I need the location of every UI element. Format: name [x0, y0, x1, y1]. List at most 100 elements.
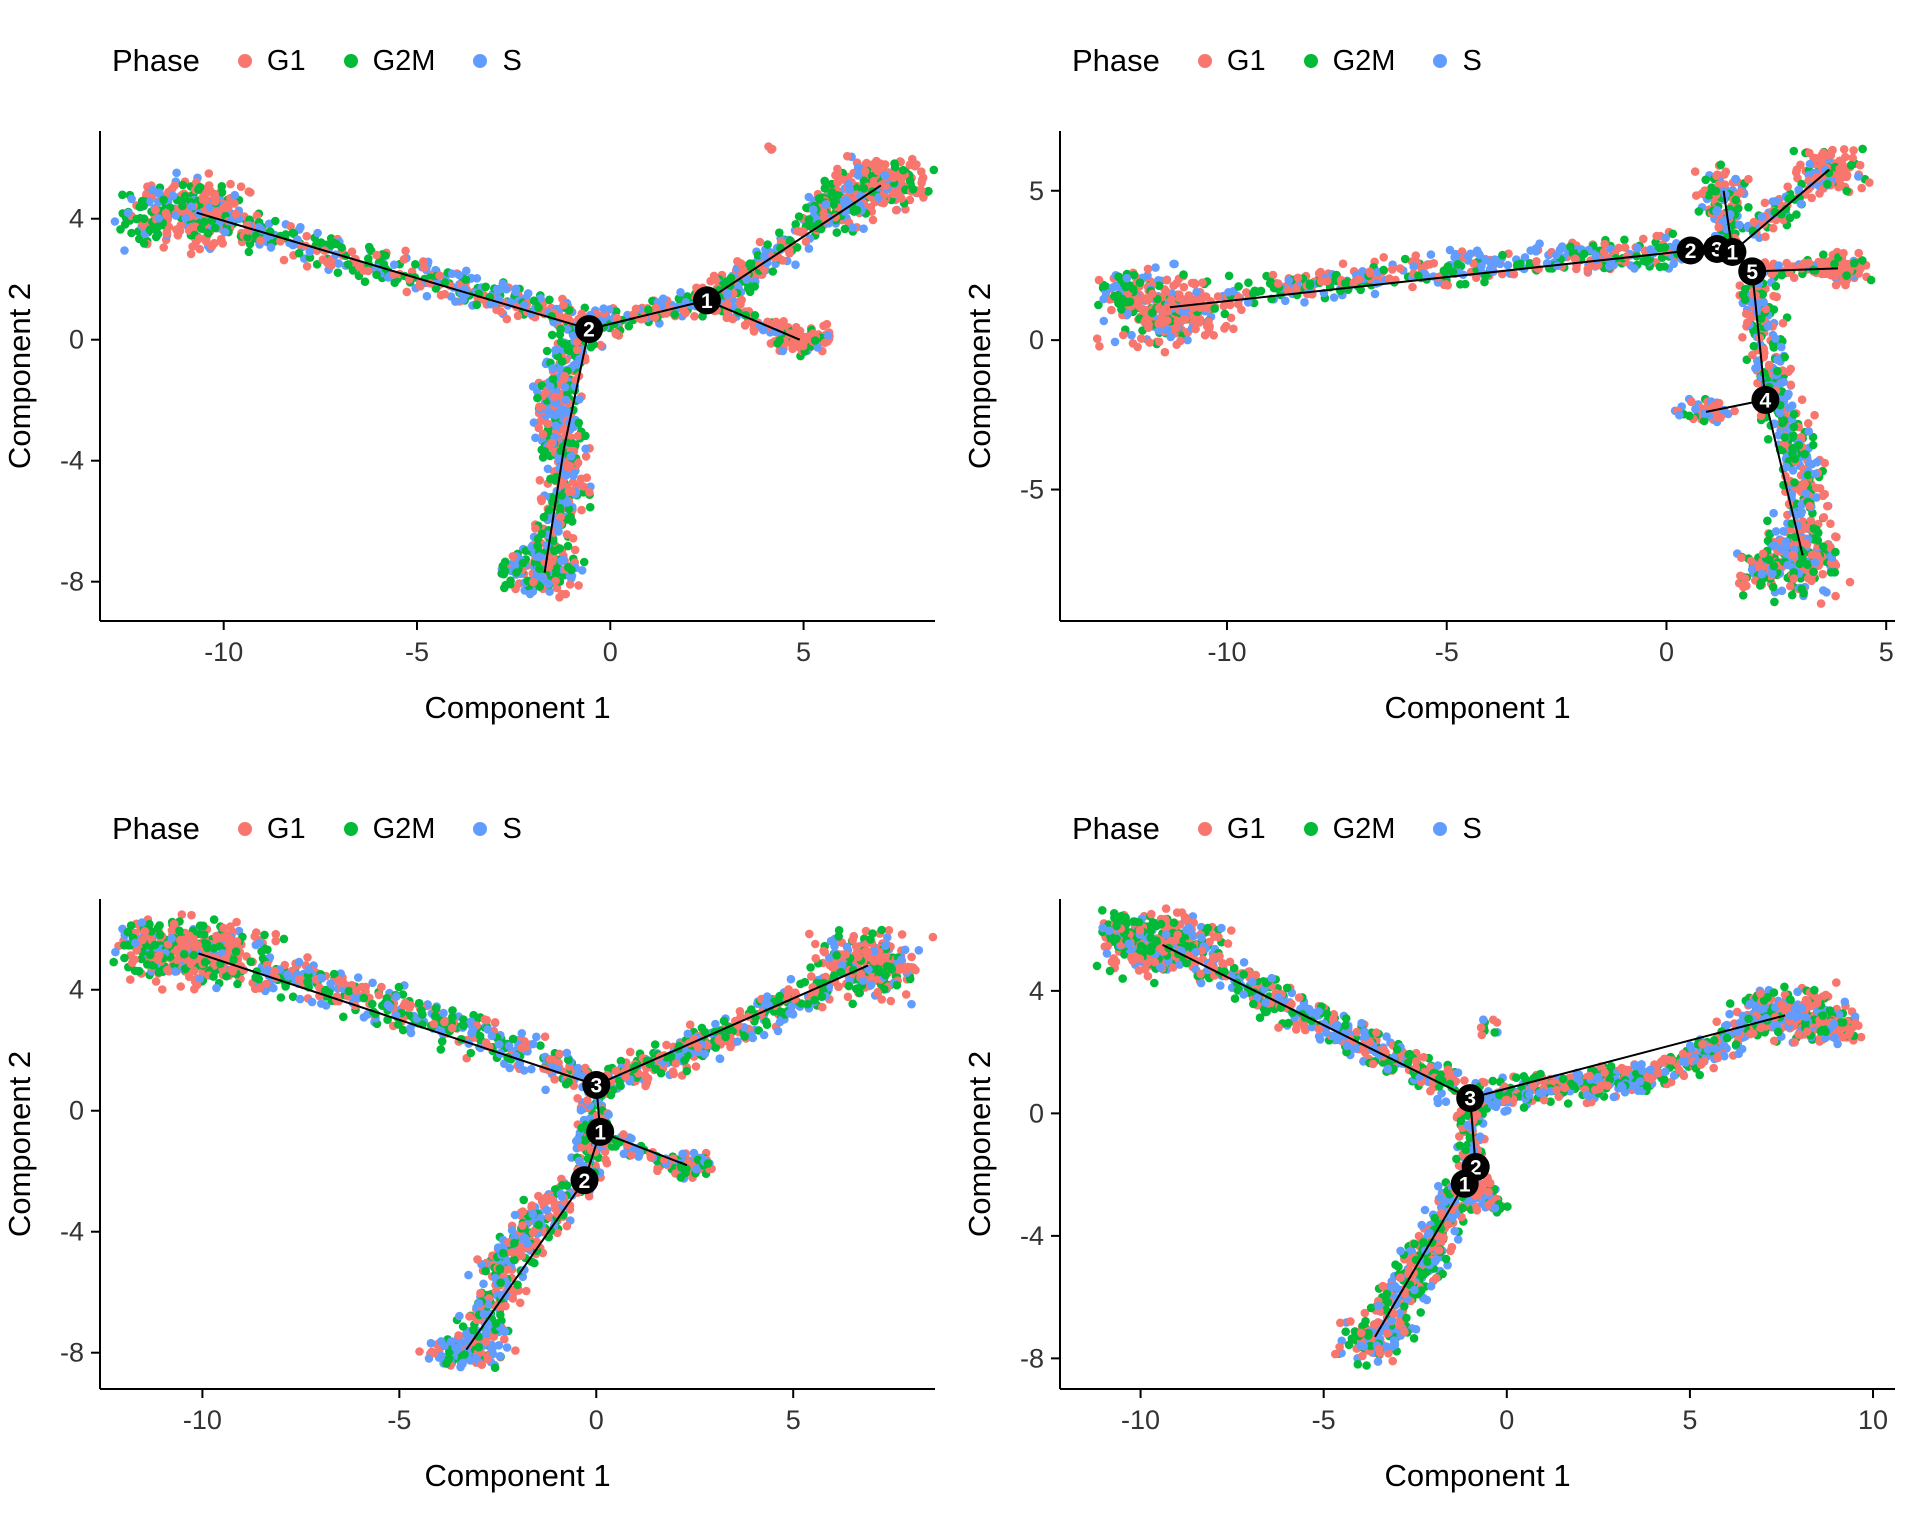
- legend-label: G1: [1226, 812, 1266, 845]
- legend-item-s: S: [1433, 813, 1482, 846]
- branch-node-1: [586, 1117, 615, 1146]
- branch-node-4: [1751, 385, 1780, 414]
- axes: -10 -5 0 5 4 0 -4 -8: [60, 899, 935, 1435]
- y-tick-label: 0: [69, 325, 84, 355]
- branch-node-label: 2: [579, 1170, 591, 1193]
- legend: Phase G1 G2M S: [1072, 36, 1920, 86]
- branch-node-1: [1718, 238, 1747, 266]
- legend-label: G2M: [372, 44, 436, 77]
- legend-swatch-icon: [343, 822, 358, 836]
- branch-node-1: [1450, 1169, 1479, 1198]
- legend-swatch-icon: [237, 54, 252, 68]
- x-tick-label: -5: [405, 637, 429, 667]
- branch-nodes: 3 21: [1450, 1084, 1490, 1198]
- x-tick-label: -10: [1207, 637, 1246, 667]
- x-tick-label: 0: [1659, 637, 1674, 667]
- legend-label: G1: [266, 44, 306, 77]
- x-axis-title: Component 1: [424, 1458, 610, 1493]
- y-tick-label: 0: [69, 1096, 84, 1126]
- legend-item-s: S: [473, 45, 522, 78]
- y-tick-label: -8: [60, 1338, 84, 1368]
- y-tick-label: 4: [1029, 976, 1044, 1006]
- branch-node-2: [1676, 236, 1705, 265]
- branch-node-label: 1: [1459, 1173, 1471, 1196]
- branch-node-1: [692, 286, 721, 315]
- x-tick-label: 5: [796, 637, 811, 667]
- points-layer: [1092, 904, 1866, 1370]
- branch-node-label: 2: [1470, 1157, 1482, 1180]
- legend: Phase G1 G2M S: [112, 804, 960, 854]
- legend-title: Phase: [112, 43, 200, 78]
- points-layer: [110, 142, 939, 602]
- branch-node-2: [575, 315, 603, 344]
- x-tick-label: 5: [786, 1405, 801, 1435]
- y-tick-label: -8: [60, 567, 84, 597]
- legend-item-g1: G1: [1197, 44, 1266, 78]
- trajectory-plot-bottom-right: Phase G1 G2M S 3 2 1 -10 -5 0 5 10 4 0 -4 -8 Component …: [960, 768, 1920, 1536]
- branch-node-label: 3: [590, 1075, 602, 1098]
- legend-title: Phase: [1072, 43, 1160, 78]
- x-tick-label: -5: [387, 1405, 411, 1435]
- branch-node-label: 1: [594, 1121, 606, 1144]
- branch-nodes: 2 3 15 4: [1676, 235, 1780, 414]
- legend-swatch-icon: [343, 54, 358, 68]
- legend-swatch-icon: [1197, 822, 1212, 836]
- legend-item-g1: G1: [237, 44, 306, 78]
- branch-node-3: [1456, 1084, 1485, 1113]
- x-axis-title: Component 1: [1384, 1458, 1570, 1493]
- legend-swatch-icon: [1303, 54, 1318, 68]
- branch-node-label: 2: [1685, 240, 1697, 263]
- legend-label: G1: [1226, 44, 1266, 77]
- axes: -10 -5 0 5 4 0 -4 -8: [60, 131, 935, 667]
- y-tick-label: -8: [1020, 1343, 1044, 1373]
- x-tick-label: 10: [1858, 1405, 1888, 1435]
- legend: Phase G1 G2M S: [1072, 804, 1920, 854]
- axes: -10 -5 0 5 10 4 0 -4 -8: [1020, 899, 1895, 1435]
- trajectory-plot-bottom-left: Phase G1 G2M S 3 1 2 -10 -5 0 5 4 0 -4 -8 Component 1 C…: [0, 768, 960, 1536]
- branch-node-label: 2: [583, 319, 595, 342]
- y-tick-label: -4: [60, 1217, 84, 1247]
- legend-swatch-icon: [1303, 822, 1318, 836]
- legend-item-g2m: G2M: [1303, 45, 1395, 78]
- trajectory-lines: [196, 184, 882, 573]
- legend-swatch-icon: [1433, 54, 1448, 68]
- x-tick-label: -10: [183, 1405, 222, 1435]
- branch-nodes: 12: [575, 286, 721, 344]
- axes: -10 -5 0 5 5 0 -5: [1020, 131, 1895, 667]
- points-layer: [109, 910, 938, 1372]
- x-axis-title: Component 1: [1384, 690, 1570, 725]
- legend-swatch-icon: [1197, 54, 1212, 68]
- y-tick-label: -5: [1020, 475, 1044, 505]
- legend-label: S: [1462, 44, 1482, 77]
- y-tick-label: -4: [60, 446, 84, 476]
- branch-nodes: 3 1 2: [570, 1071, 615, 1195]
- x-tick-label: 0: [589, 1405, 604, 1435]
- y-axis-title: Component 2: [2, 1051, 37, 1237]
- y-tick-label: 0: [1029, 325, 1044, 355]
- legend-item-g2m: G2M: [1303, 813, 1395, 846]
- legend-label: G2M: [372, 812, 436, 845]
- y-tick-label: 4: [69, 975, 84, 1005]
- y-axis-title: Component 2: [2, 283, 37, 469]
- y-tick-label: 4: [69, 204, 84, 234]
- branch-node-label: 3: [1464, 1088, 1476, 1111]
- legend-item-g1: G1: [1197, 812, 1266, 846]
- branch-node-2: [570, 1166, 599, 1195]
- branch-node-label: 5: [1746, 261, 1758, 284]
- legend-item-s: S: [1433, 44, 1482, 78]
- branch-node-label: 4: [1760, 389, 1772, 412]
- points-layer: [1092, 144, 1876, 608]
- legend-item-g2m: G2M: [343, 812, 436, 846]
- legend-item-g2m: G2M: [343, 44, 436, 78]
- legend-title: Phase: [112, 811, 200, 846]
- y-tick-label: 0: [1029, 1098, 1044, 1128]
- branch-node-5: [1738, 257, 1767, 286]
- trajectory-plot-top-left: Phase G1 G2M S 1 2 -10 -5 0 5 4 0 -4 -8 Component 1 Co…: [0, 0, 960, 768]
- legend-label: S: [502, 812, 522, 845]
- x-tick-label: 0: [1499, 1405, 1514, 1435]
- y-axis-title: Component 2: [962, 1051, 997, 1237]
